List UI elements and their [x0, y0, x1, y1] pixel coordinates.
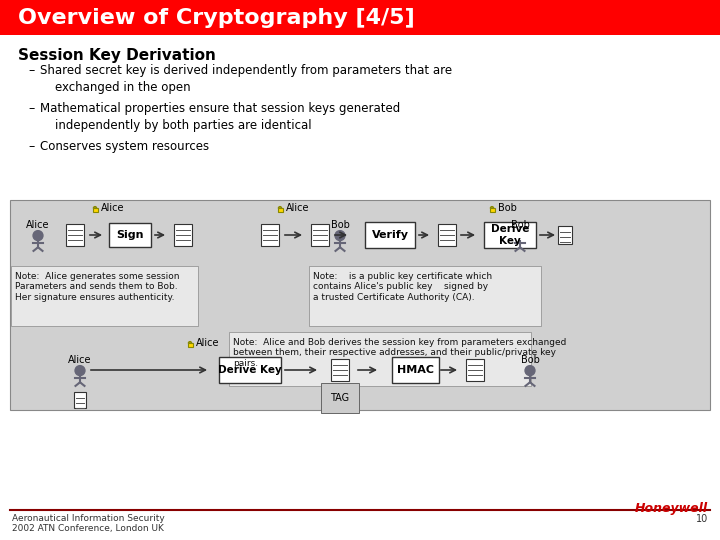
Circle shape — [75, 366, 85, 375]
Text: –: – — [28, 140, 35, 153]
Text: Alice: Alice — [26, 220, 50, 230]
FancyBboxPatch shape — [392, 357, 438, 383]
Text: Bob: Bob — [510, 220, 529, 230]
FancyBboxPatch shape — [11, 266, 198, 326]
FancyBboxPatch shape — [365, 222, 415, 248]
Text: Sign: Sign — [116, 230, 144, 240]
Text: Derive
Key: Derive Key — [491, 224, 529, 246]
Text: Note:  Alice generates some session
Parameters and sends them to Bob.
Her signat: Note: Alice generates some session Param… — [15, 272, 179, 302]
Text: Bob: Bob — [498, 203, 517, 213]
Circle shape — [33, 231, 43, 240]
Text: Session Key Derivation: Session Key Derivation — [18, 48, 216, 63]
Circle shape — [515, 231, 525, 240]
Circle shape — [335, 231, 345, 240]
Text: Alice: Alice — [101, 203, 125, 213]
FancyBboxPatch shape — [484, 222, 536, 248]
Text: Conserves system resources: Conserves system resources — [40, 140, 209, 153]
FancyBboxPatch shape — [311, 224, 329, 246]
FancyBboxPatch shape — [438, 224, 456, 246]
Text: –: – — [28, 102, 35, 115]
FancyBboxPatch shape — [174, 224, 192, 246]
FancyBboxPatch shape — [309, 266, 541, 326]
FancyBboxPatch shape — [92, 208, 97, 212]
Text: Shared secret key is derived independently from parameters that are
    exchange: Shared secret key is derived independent… — [40, 64, 452, 94]
Text: Derive Key: Derive Key — [218, 365, 282, 375]
Text: HMAC: HMAC — [397, 365, 433, 375]
Text: Bob: Bob — [330, 220, 349, 230]
Text: Alice: Alice — [286, 203, 310, 213]
FancyBboxPatch shape — [66, 224, 84, 246]
FancyBboxPatch shape — [490, 208, 495, 212]
Text: –: – — [28, 64, 35, 77]
Text: TAG: TAG — [330, 393, 350, 403]
FancyBboxPatch shape — [331, 359, 349, 381]
Text: Aeronautical Information Security
2002 ATN Conference, London UK: Aeronautical Information Security 2002 A… — [12, 514, 165, 534]
Text: Alice: Alice — [196, 338, 220, 348]
FancyBboxPatch shape — [558, 226, 572, 244]
FancyBboxPatch shape — [277, 208, 282, 212]
FancyBboxPatch shape — [466, 359, 484, 381]
Text: Note:    is a public key certificate which
contains Alice's public key    signed: Note: is a public key certificate which … — [313, 272, 492, 302]
Circle shape — [525, 366, 535, 375]
Text: Mathematical properties ensure that session keys generated
    independently by : Mathematical properties ensure that sess… — [40, 102, 400, 132]
FancyBboxPatch shape — [0, 0, 720, 35]
FancyBboxPatch shape — [109, 223, 151, 247]
FancyBboxPatch shape — [74, 392, 86, 408]
FancyBboxPatch shape — [219, 357, 281, 383]
FancyBboxPatch shape — [229, 332, 531, 386]
FancyBboxPatch shape — [10, 200, 710, 410]
Text: Honeywell: Honeywell — [635, 502, 708, 515]
Text: Bob: Bob — [521, 355, 539, 365]
FancyBboxPatch shape — [187, 343, 192, 347]
Text: Note:  Alice and Bob derives the session key from parameters exchanged
between t: Note: Alice and Bob derives the session … — [233, 338, 567, 368]
Text: Verify: Verify — [372, 230, 408, 240]
Text: 10: 10 — [696, 514, 708, 524]
Text: Alice: Alice — [68, 355, 91, 365]
FancyBboxPatch shape — [261, 224, 279, 246]
Text: Overview of Cryptography [4/5]: Overview of Cryptography [4/5] — [18, 8, 415, 28]
